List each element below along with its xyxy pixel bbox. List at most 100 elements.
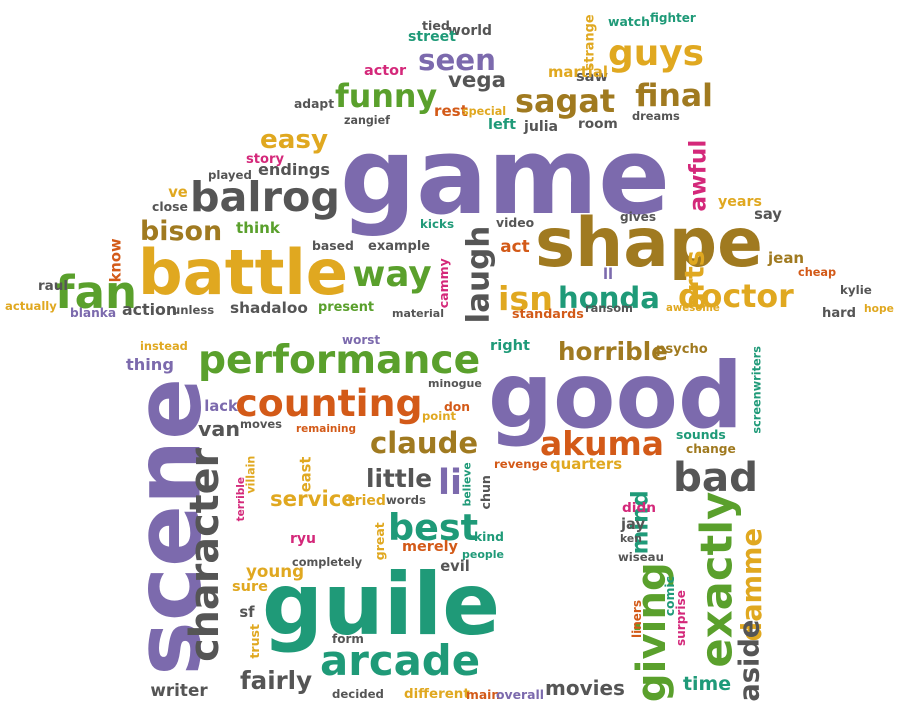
word-liners: liners [630, 600, 644, 638]
word-don: don [444, 399, 471, 414]
word-exactly: exactly [692, 492, 743, 668]
word-battle: battle [138, 235, 349, 309]
word-lack: lack [204, 397, 238, 415]
word-sure: sure [232, 578, 268, 595]
word-ryu: ryu [290, 531, 316, 547]
word-sagat: sagat [515, 82, 616, 121]
word-ken: ken [620, 531, 642, 545]
word-young: young [246, 560, 305, 581]
word-guile: guile [262, 556, 501, 656]
word-horrible: horrible [558, 336, 668, 366]
word-moves: moves [240, 417, 283, 432]
word-video: video [496, 214, 535, 230]
word-fan: fan [55, 265, 137, 319]
word-people: people [462, 547, 504, 561]
word-good: good [488, 344, 744, 450]
word-dreams: dreams [632, 109, 680, 124]
word-blanka: blanka [70, 305, 117, 320]
word-tried: tried [348, 493, 386, 509]
word-awesome: awesome [666, 302, 720, 314]
word-movies: movies [545, 676, 625, 700]
word-endings: endings [258, 159, 330, 179]
word-revenge: revenge [494, 457, 548, 472]
word-actually: actually [5, 299, 57, 314]
word-completely: completely [292, 556, 363, 570]
word-strange: strange [582, 13, 598, 71]
word-ve: ve [168, 183, 188, 201]
word-julia: julia [524, 119, 559, 135]
word-bad: bad [673, 452, 759, 501]
word-trust: trust [246, 623, 262, 659]
word-actor: actor [364, 62, 407, 79]
word-unless: unless [172, 303, 215, 318]
word-street: street [408, 28, 456, 45]
word-hope: hope [864, 301, 894, 315]
word-change: change [686, 441, 736, 456]
word-decided: decided [332, 687, 384, 702]
word-arts: arts [679, 249, 711, 310]
word-remaining: remaining [296, 422, 356, 435]
word-fairly: fairly [240, 665, 313, 695]
word-li: li [438, 462, 462, 503]
word-jay: jay [621, 515, 646, 533]
word-kind: kind [474, 529, 504, 544]
word-martial: martial [548, 63, 608, 81]
word-claude: claude [370, 425, 479, 460]
word-arcade: arcade [320, 636, 481, 686]
word-overall: overall [496, 686, 544, 702]
word-know: know [107, 238, 125, 282]
word-easy: easy [260, 124, 329, 155]
word-east: east [297, 456, 315, 492]
word-funny: funny [335, 79, 438, 116]
word-van: van [198, 416, 240, 441]
word-standards: standards [512, 305, 584, 321]
word-comic: comic [662, 575, 677, 617]
word-sf: sf [239, 603, 255, 621]
word-service: service [270, 487, 356, 513]
word-cammy: cammy [435, 258, 451, 309]
word-evil: evil [440, 557, 470, 575]
word-gives: gives [620, 210, 657, 224]
word-ll: ll [603, 265, 614, 283]
word-quarters: quarters [550, 454, 623, 473]
word-screenwriters: screenwriters [750, 346, 764, 434]
word-point: point [422, 409, 457, 424]
word-akuma: akuma [540, 423, 664, 463]
word-villain: villain [244, 456, 258, 494]
word-played: played [208, 168, 252, 183]
word-balrog: balrog [190, 173, 340, 222]
word-seen: seen [418, 43, 497, 78]
word-different: different [404, 687, 470, 703]
word-laugh: laugh [460, 225, 497, 323]
word-words: words [386, 493, 426, 508]
word-say: say [754, 205, 782, 223]
word-adapt: adapt [294, 96, 335, 111]
word-years: years [718, 193, 762, 210]
word-right: right [490, 336, 531, 354]
word-way: way [352, 254, 432, 296]
word-didn: didn [622, 500, 657, 517]
word-wiseau: wiseau [618, 550, 664, 565]
word-main: main [466, 687, 501, 702]
word-bison: bison [140, 215, 223, 247]
word-zangief: zangief [344, 114, 390, 128]
word-worst: worst [342, 333, 381, 347]
word-ransom: ransom [585, 301, 633, 316]
word-special: special [462, 105, 507, 119]
word-time: time [683, 672, 732, 695]
word-jean: jean [768, 248, 805, 267]
word-hard: hard [822, 305, 856, 321]
word-thing: thing [126, 354, 174, 374]
word-example: example [368, 238, 431, 254]
word-cheap: cheap [798, 266, 837, 280]
word-instead: instead [140, 339, 188, 354]
word-believe: believe [460, 461, 474, 506]
word-psycho: psycho [656, 342, 708, 358]
word-merely: merely [402, 538, 458, 555]
word-watch: watch [608, 13, 650, 29]
word-character: character [182, 448, 229, 662]
word-sounds: sounds [676, 426, 726, 442]
word-story: story [246, 151, 285, 167]
word-action: action [122, 300, 178, 320]
word-aside: aside [734, 619, 766, 703]
